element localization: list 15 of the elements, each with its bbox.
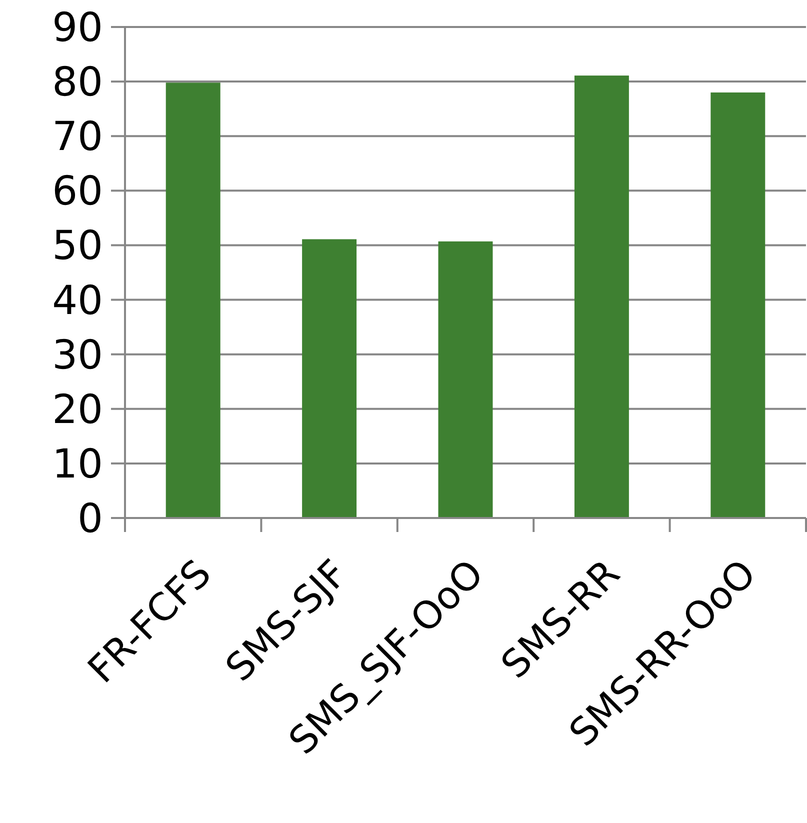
- bar: [438, 241, 493, 518]
- bar: [710, 92, 766, 518]
- bar: [166, 82, 220, 518]
- y-tick-label: 0: [78, 496, 103, 542]
- y-tick-label: 70: [52, 114, 103, 160]
- y-tick-label: 10: [52, 441, 103, 488]
- bar: [574, 76, 629, 518]
- y-tick-label: 80: [52, 60, 103, 106]
- y-tick-label: 20: [52, 386, 103, 433]
- bar: [302, 239, 357, 518]
- y-tick-label: 90: [52, 5, 103, 51]
- y-tick-label: 50: [52, 223, 103, 270]
- y-tick-label: 40: [52, 278, 103, 324]
- y-tick-label: 30: [52, 332, 103, 378]
- y-tick-label: 60: [52, 168, 103, 215]
